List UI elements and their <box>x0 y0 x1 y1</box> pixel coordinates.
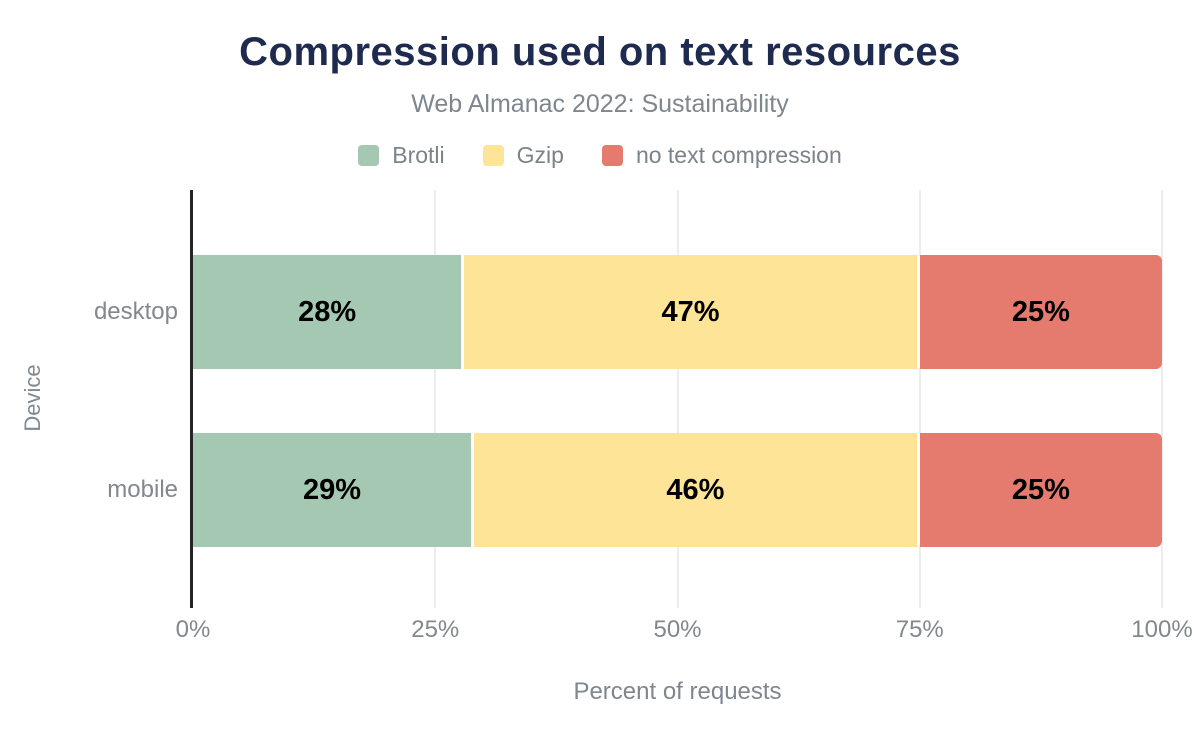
legend-swatch-icon <box>601 145 623 166</box>
bar-segment-desktop-gzip[interactable]: 47% <box>464 255 920 369</box>
gridline-25pct <box>434 190 437 608</box>
bar-value-label: 25% <box>1011 473 1070 506</box>
gridline-100pct <box>1161 190 1163 608</box>
x-axis-title: Percent of requests <box>573 678 782 705</box>
category-label-desktop: desktop <box>93 298 178 325</box>
legend-label: no text compression <box>635 142 842 168</box>
bar-value-label: 25% <box>1011 295 1070 328</box>
bar-row-desktop: 28% 47% 25% <box>193 255 1162 369</box>
x-tick-label-50pct: 50% <box>653 616 702 643</box>
legend-swatch-icon <box>358 145 380 166</box>
bar-row-mobile: 29% 46% 25% <box>193 433 1162 547</box>
category-label-mobile: mobile <box>107 476 178 503</box>
bar-segment-mobile-no-text-compression[interactable]: 25% <box>919 433 1162 547</box>
legend-item-no-text-compression: no text compression <box>601 142 842 169</box>
legend-label: Brotli <box>392 142 445 168</box>
bar-value-label: 29% <box>302 473 362 506</box>
bar-segment-mobile-gzip[interactable]: 46% <box>474 433 920 547</box>
gridline-75pct <box>918 190 921 608</box>
legend-item-brotli: Brotli <box>358 142 445 169</box>
legend-item-gzip: Gzip <box>482 142 564 169</box>
bar-value-label: 28% <box>298 295 357 328</box>
chart-legend: Brotli Gzip no text compression <box>0 142 1200 169</box>
x-axis-ticks: 0% 25% 50% 75% 100% <box>176 616 1193 646</box>
bar-value-label: 46% <box>666 473 725 506</box>
x-tick-label-25pct: 25% <box>411 616 460 643</box>
legend-label: Gzip <box>516 142 564 168</box>
y-axis-line <box>190 190 193 608</box>
bar-segment-mobile-brotli[interactable]: 29% <box>193 433 474 547</box>
x-tick-label-0pct: 0% <box>175 616 211 643</box>
y-axis-title: Device <box>20 364 45 432</box>
gridline-50pct <box>676 190 679 608</box>
chart-title: Compression used on text resources <box>239 30 961 74</box>
x-tick-label-100pct: 100% <box>1131 616 1193 643</box>
legend-swatch-icon <box>482 145 504 166</box>
bar-value-label: 47% <box>661 295 720 328</box>
chart-subtitle: Web Almanac 2022: Sustainability <box>411 90 789 118</box>
bar-segment-desktop-no-text-compression[interactable]: 25% <box>919 255 1162 369</box>
x-tick-label-75pct: 75% <box>895 616 944 643</box>
plot-area: 28% 47% 25% 29% 46% 25% <box>190 190 1163 608</box>
bar-segment-desktop-brotli[interactable]: 28% <box>193 255 465 369</box>
